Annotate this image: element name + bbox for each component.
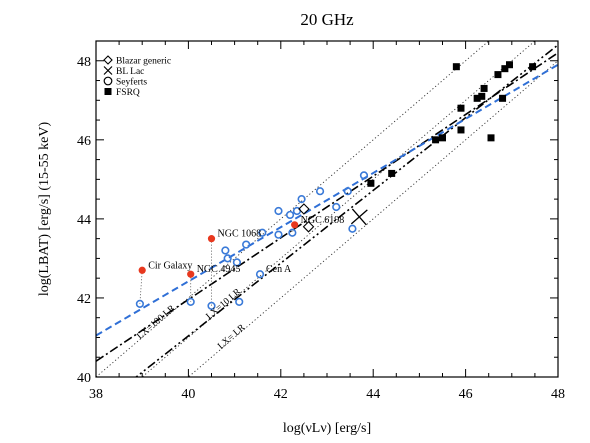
point-circle-5 xyxy=(232,258,242,267)
plot-frame xyxy=(95,40,559,378)
point-circle-17 xyxy=(332,202,341,212)
reference-line-2 xyxy=(187,60,558,377)
fit-line-1 xyxy=(134,44,558,377)
legend-label-2: Seyferts xyxy=(116,77,147,88)
data-points xyxy=(135,61,537,310)
point-circle-15 xyxy=(297,195,306,204)
drop-line-0 xyxy=(139,270,143,304)
y-tick-label-3: 46 xyxy=(77,134,91,149)
point-circle-11 xyxy=(274,206,283,216)
point-circle-19 xyxy=(348,224,357,233)
reference-line-label-0: LX=100 LR xyxy=(135,303,178,341)
point-square-13 xyxy=(501,65,509,73)
point-square-0 xyxy=(367,179,375,187)
x-tick-label-2: 42 xyxy=(274,387,288,402)
point-circle-18 xyxy=(343,187,352,196)
x-axis-label: log(νLν) [erg/s] xyxy=(283,421,371,436)
point-square-14 xyxy=(505,61,513,69)
legend-label-3: FSRQ xyxy=(116,88,140,98)
chart-title: 20 GHz xyxy=(300,10,354,29)
y-tick-label-1: 42 xyxy=(77,292,91,307)
point-square-3 xyxy=(439,134,446,142)
legend-marker-square xyxy=(104,88,112,95)
point-circle-4 xyxy=(223,254,232,263)
point-circle-6 xyxy=(235,297,244,306)
x-tick-label-5: 48 xyxy=(551,387,565,402)
fit-lines xyxy=(96,44,558,377)
point-square-7 xyxy=(473,94,481,102)
point-circle-12 xyxy=(285,210,295,220)
reference-line-0 xyxy=(96,41,490,377)
point-filled-circle-2 xyxy=(207,235,216,243)
drop-line-3 xyxy=(291,224,296,233)
point-diamond-0 xyxy=(298,203,310,215)
point-filled-circle-1 xyxy=(187,270,195,278)
point-square-1 xyxy=(388,169,396,177)
point-circle-0 xyxy=(135,299,144,308)
x-tick-label-4: 46 xyxy=(459,387,473,402)
annotation-label-1: NGC 4945 xyxy=(197,264,241,275)
reference-lines xyxy=(96,41,558,377)
point-square-10 xyxy=(487,134,495,142)
x-tick-label-1: 40 xyxy=(181,387,195,402)
point-square-11 xyxy=(494,71,502,79)
annotation-label-2: NGC 1068 xyxy=(218,229,262,240)
y-tick-label-0: 40 xyxy=(77,371,91,386)
annotation-label-4: Cen A xyxy=(266,264,292,275)
point-circle-3 xyxy=(221,246,230,255)
legend-label-0: Blazar generic xyxy=(116,57,171,67)
annotation-label-0: Cir Galaxy xyxy=(148,260,192,271)
reference-line-1 xyxy=(141,41,536,377)
drop-lines xyxy=(139,224,296,306)
x-tick-label-0: 38 xyxy=(89,387,103,402)
annotation-label-3: NGC 6198 xyxy=(301,215,345,226)
legend-marker-diamond xyxy=(103,55,113,65)
point-circle-20 xyxy=(359,171,369,180)
point-circle-9 xyxy=(258,228,267,237)
point-square-6 xyxy=(457,104,465,112)
point-filled-circle-3 xyxy=(291,221,299,229)
point-square-12 xyxy=(499,94,507,102)
legend-marker-circle xyxy=(103,76,113,86)
point-square-5 xyxy=(457,126,465,134)
point-circle-8 xyxy=(255,270,265,279)
point-filled-circle-0 xyxy=(138,266,146,274)
x-tick-label-3: 44 xyxy=(366,387,380,402)
point-square-8 xyxy=(478,92,486,100)
y-tick-label-2: 44 xyxy=(77,213,91,228)
point-diamond-1 xyxy=(302,221,315,233)
annotations: Cir Galaxy NGC 4945 NGC 1068 NGC 6198 Cen A xyxy=(148,215,344,275)
y-tick-label-4: 48 xyxy=(77,55,91,70)
fit-line-2 xyxy=(96,63,558,337)
point-circle-16 xyxy=(315,187,325,196)
point-circle-1 xyxy=(186,297,195,306)
point-square-15 xyxy=(529,63,537,71)
point-circle-2 xyxy=(207,301,216,310)
point-cross-0 xyxy=(350,208,368,226)
point-square-4 xyxy=(452,63,460,71)
point-circle-7 xyxy=(242,240,251,249)
reference-line-label-2: LX= LR xyxy=(216,322,248,351)
point-square-9 xyxy=(480,84,488,92)
legend-marker-cross xyxy=(103,66,113,75)
y-axis-label: log(LBAT) [erg/s] (15-55 keV) xyxy=(37,122,52,297)
point-square-2 xyxy=(432,136,440,144)
fit-line-0 xyxy=(96,52,558,362)
point-circle-10 xyxy=(274,230,283,239)
point-circle-13 xyxy=(288,228,297,237)
legend-label-1: BL Lac xyxy=(116,67,144,77)
